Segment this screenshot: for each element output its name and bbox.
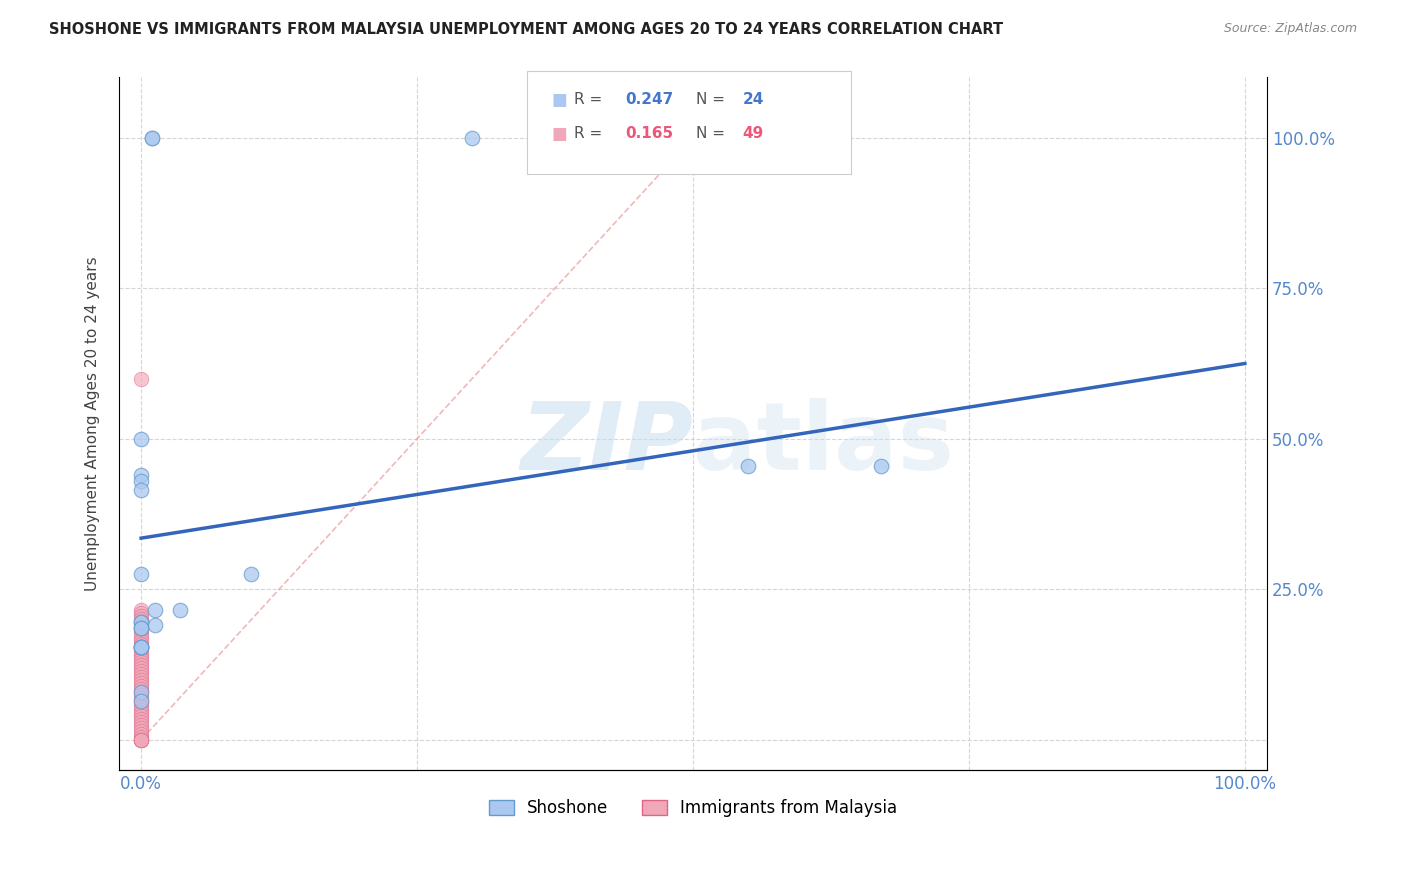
Point [129, 660, 152, 674]
Point [129, 603, 152, 617]
Text: ■: ■ [551, 125, 567, 143]
Text: ZIP: ZIP [520, 399, 693, 491]
Point [145, 618, 167, 632]
Point [129, 718, 152, 732]
Point [145, 603, 167, 617]
Point [129, 714, 152, 729]
Point [141, 130, 163, 145]
Point [129, 727, 152, 741]
Point [129, 666, 152, 681]
Point [129, 673, 152, 687]
Point [129, 627, 152, 641]
Point [129, 708, 152, 723]
Point [129, 612, 152, 626]
Point [129, 646, 152, 660]
Point [129, 712, 152, 726]
Point [129, 633, 152, 648]
Point [129, 371, 152, 385]
Text: 0.247: 0.247 [626, 93, 673, 107]
Text: atlas: atlas [693, 399, 955, 491]
Point [737, 458, 759, 473]
Text: N =: N = [696, 127, 725, 141]
Point [129, 657, 152, 672]
Point [129, 432, 152, 446]
Text: SHOSHONE VS IMMIGRANTS FROM MALAYSIA UNEMPLOYMENT AMONG AGES 20 TO 24 YEARS CORR: SHOSHONE VS IMMIGRANTS FROM MALAYSIA UNE… [49, 22, 1004, 37]
Point [129, 642, 152, 657]
Point [141, 130, 163, 145]
Point [129, 640, 152, 654]
Text: N =: N = [696, 93, 725, 107]
Point [129, 609, 152, 624]
Point [129, 624, 152, 639]
Point [129, 631, 152, 645]
Point [129, 670, 152, 684]
Point [129, 723, 152, 738]
Point [129, 640, 152, 654]
Point [129, 607, 152, 621]
Text: ■: ■ [551, 91, 567, 109]
Point [129, 622, 152, 636]
Point [129, 648, 152, 663]
Point [129, 732, 152, 747]
Text: Source: ZipAtlas.com: Source: ZipAtlas.com [1223, 22, 1357, 36]
Point [129, 615, 152, 630]
Point [129, 651, 152, 665]
Point [129, 694, 152, 708]
Point [129, 684, 152, 698]
Point [129, 567, 152, 582]
Point [129, 622, 152, 636]
Text: 24: 24 [742, 93, 763, 107]
Point [129, 684, 152, 698]
Point [129, 732, 152, 747]
Point [129, 706, 152, 720]
Point [129, 618, 152, 632]
Point [129, 690, 152, 705]
Point [129, 732, 152, 747]
Point [129, 703, 152, 717]
Point [129, 655, 152, 669]
Point [869, 458, 891, 473]
Point [129, 730, 152, 744]
Point [129, 697, 152, 711]
Point [129, 622, 152, 636]
Text: 49: 49 [742, 127, 763, 141]
Text: R =: R = [574, 93, 602, 107]
Text: 0.165: 0.165 [626, 127, 673, 141]
Point [129, 721, 152, 735]
Point [129, 467, 152, 482]
Point [129, 675, 152, 690]
Text: R =: R = [574, 127, 602, 141]
Point [129, 640, 152, 654]
Point [129, 694, 152, 708]
Y-axis label: Unemployment Among Ages 20 to 24 years: Unemployment Among Ages 20 to 24 years [86, 256, 100, 591]
Point [129, 681, 152, 696]
Point [461, 130, 484, 145]
Point [129, 636, 152, 650]
Legend: Shoshone, Immigrants from Malaysia: Shoshone, Immigrants from Malaysia [482, 793, 904, 824]
Point [129, 640, 152, 654]
Point [129, 688, 152, 702]
Point [129, 699, 152, 714]
Point [240, 567, 263, 582]
Point [129, 732, 152, 747]
Point [129, 474, 152, 488]
Point [129, 664, 152, 678]
Point [129, 679, 152, 693]
Point [129, 483, 152, 497]
Point [129, 615, 152, 630]
Point [129, 615, 152, 630]
Point [129, 732, 152, 747]
Point [129, 640, 152, 654]
Point [169, 603, 191, 617]
